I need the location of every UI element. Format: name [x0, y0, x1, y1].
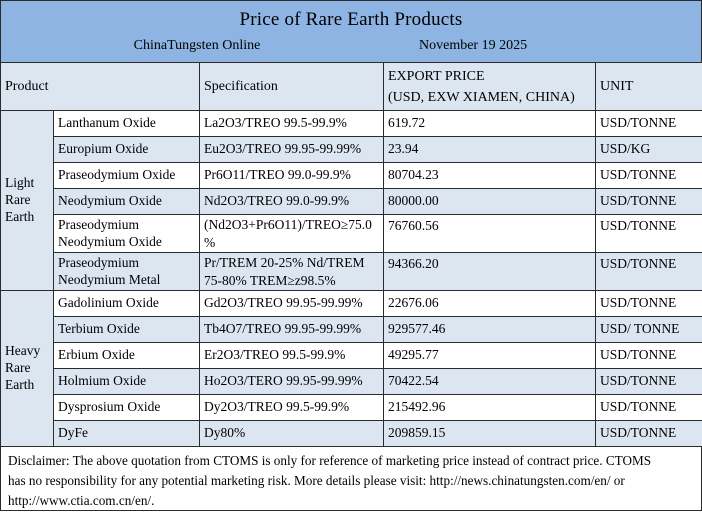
cell-product: Praseodymium Neodymium Oxide — [53, 214, 200, 253]
cell-price: 76760.56 — [383, 214, 596, 253]
disclaimer-line-2: has no responsibility for any potential … — [8, 472, 625, 488]
cell-unit: USD/TONNE — [595, 342, 702, 369]
table-row: Erbium Oxide Er2O3/TREO 99.5-99.9% 49295… — [1, 342, 702, 369]
cell-product-line1: Praseodymium — [58, 254, 139, 270]
disclaimer-block: Disclaimer: The above quotation from CTO… — [0, 447, 702, 511]
page-title: Price of Rare Earth Products — [239, 9, 463, 30]
cell-product: Terbium Oxide — [53, 316, 200, 343]
table-row: Praseodymium Oxide Pr6O11/TREO 99.0-99.9… — [1, 162, 702, 189]
group-label-heavy: Heavy Rare Earth — [0, 290, 54, 447]
header-export-price-line1: EXPORT PRICE — [388, 69, 485, 85]
cell-specification: Pr6O11/TREO 99.0-99.9% — [199, 162, 384, 189]
cell-price: 22676.06 — [383, 290, 596, 317]
cell-unit: USD/TONNE — [595, 368, 702, 395]
cell-unit: USD/ TONNE — [595, 316, 702, 343]
cell-unit: USD/TONNE — [595, 162, 702, 189]
cell-specification: Gd2O3/TREO 99.95-99.99% — [199, 290, 384, 317]
sheet-banner: Price of Rare Earth Products ChinaTungst… — [0, 0, 702, 62]
cell-product: Europium Oxide — [53, 136, 200, 163]
cell-specification: (Nd2O3+Pr6O11)/TREO≥75.0 % — [199, 214, 384, 253]
table-row: Heavy Rare Earth Gadolinium Oxide Gd2O3/… — [0, 290, 702, 447]
cell-specification: Tb4O7/TREO 99.95-99.99% — [199, 316, 384, 343]
cell-specification: Er2O3/TREO 99.5-99.9% — [199, 342, 384, 369]
disclaimer-line-1: Disclaimer: The above quotation from CTO… — [8, 453, 652, 468]
cell-unit: USD/TONNE — [595, 420, 702, 447]
group-label-line1: Light — [5, 175, 35, 191]
table-row: DyFe Dy80% 209859.15 USD/TONNE — [1, 420, 702, 447]
header-export-price-line2: (USD, EXW XIAMEN, CHINA) — [388, 89, 575, 105]
table-row: Terbium Oxide Tb4O7/TREO 99.95-99.99% 92… — [1, 316, 702, 343]
cell-unit: USD/TONNE — [595, 110, 702, 137]
cell-price: 80000.00 — [383, 188, 596, 215]
cell-unit: USD/TONNE — [595, 188, 702, 215]
cell-product: Erbium Oxide — [53, 342, 200, 369]
header-export-price: EXPORT PRICE (USD, EXW XIAMEN, CHINA) — [383, 62, 596, 111]
header-product: Product — [0, 62, 200, 111]
cell-unit: USD/TONNE — [595, 394, 702, 421]
cell-price: 215492.96 — [383, 394, 596, 421]
cell-price: 94366.20 — [383, 252, 596, 291]
table-row: Praseodymium Neodymium Oxide (Nd2O3+Pr6O… — [1, 214, 702, 253]
group-label-light: Light Rare Earth — [0, 110, 54, 291]
table-row: Neodymium Oxide Nd2O3/TREO 99.0-99.9% 80… — [1, 188, 702, 215]
table-row: Praseodymium Neodymium Metal Pr/TREM 20-… — [1, 252, 702, 291]
cell-specification: Dy2O3/TREO 99.5-99.9% — [199, 394, 384, 421]
cell-product: DyFe — [53, 420, 200, 447]
group-label-line3: Earth — [5, 376, 35, 392]
cell-product-line1: Praseodymium — [58, 216, 139, 232]
cell-product: Praseodymium Oxide — [53, 162, 200, 189]
header-specification: Specification — [199, 62, 384, 111]
cell-product-line2: Neodymium Metal — [58, 271, 161, 287]
cell-product: Neodymium Oxide — [53, 188, 200, 215]
cell-product-line2: Neodymium Oxide — [58, 233, 162, 249]
cell-price: 23.94 — [383, 136, 596, 163]
cell-price: 209859.15 — [383, 420, 596, 447]
cell-price: 49295.77 — [383, 342, 596, 369]
cell-specification-line1: Pr/TREM 20-25% Nd/TREM — [204, 254, 365, 270]
banner-date: November 19 2025 — [419, 38, 528, 53]
disclaimer-line-3: http://www.ctia.com.cn/en/. — [8, 492, 155, 508]
banner-source: ChinaTungsten Online — [133, 38, 261, 53]
cell-specification: Eu2O3/TREO 99.95-99.99% — [199, 136, 384, 163]
cell-specification: Pr/TREM 20-25% Nd/TREM 75-80% TREM≥z98.5… — [199, 252, 384, 291]
table-row: Light Rare Earth Lanthanum Oxide La2O3/T… — [0, 110, 702, 291]
cell-specification-line2: 75-80% TREM≥z98.5% — [204, 272, 336, 288]
group-label-line2: Rare — [5, 360, 31, 376]
header-unit: UNIT — [595, 62, 702, 111]
cell-unit: USD/KG — [595, 136, 702, 163]
cell-product: Lanthanum Oxide — [53, 110, 200, 137]
cell-price: 929577.46 — [383, 316, 596, 343]
cell-product: Dysprosium Oxide — [53, 394, 200, 421]
cell-specification-line1: (Nd2O3+Pr6O11)/TREO≥75.0 — [204, 216, 372, 232]
table-row: Europium Oxide Eu2O3/TREO 99.95-99.99% 2… — [1, 136, 702, 163]
cell-product: Praseodymium Neodymium Metal — [53, 252, 200, 291]
cell-product: Gadolinium Oxide — [53, 290, 200, 317]
cell-price: 70422.54 — [383, 368, 596, 395]
cell-unit: USD/TONNE — [595, 214, 702, 253]
cell-specification: Ho2O3/TERO 99.95-99.99% — [199, 368, 384, 395]
cell-price: 619.72 — [383, 110, 596, 137]
table-row: Holmium Oxide Ho2O3/TERO 99.95-99.99% 70… — [1, 368, 702, 395]
banner-subrow: ChinaTungsten Online November 19 2025 — [1, 31, 701, 54]
group-label-line1: Heavy — [5, 343, 41, 359]
cell-specification-line2: % — [204, 234, 216, 250]
cell-product: Holmium Oxide — [53, 368, 200, 395]
price-table: Product Specification EXPORT PRICE (USD,… — [0, 62, 702, 447]
table-row: Dysprosium Oxide Dy2O3/TREO 99.5-99.9% 2… — [1, 394, 702, 421]
cell-unit: USD/TONNE — [595, 290, 702, 317]
cell-specification: Nd2O3/TREO 99.0-99.9% — [199, 188, 384, 215]
cell-price: 80704.23 — [383, 162, 596, 189]
table-header-row: Product Specification EXPORT PRICE (USD,… — [0, 62, 702, 111]
cell-specification: Dy80% — [199, 420, 384, 447]
cell-unit: USD/TONNE — [595, 252, 702, 291]
cell-specification: La2O3/TREO 99.5-99.9% — [199, 110, 384, 137]
group-label-line3: Earth — [5, 208, 35, 224]
group-label-line2: Rare — [5, 192, 31, 208]
